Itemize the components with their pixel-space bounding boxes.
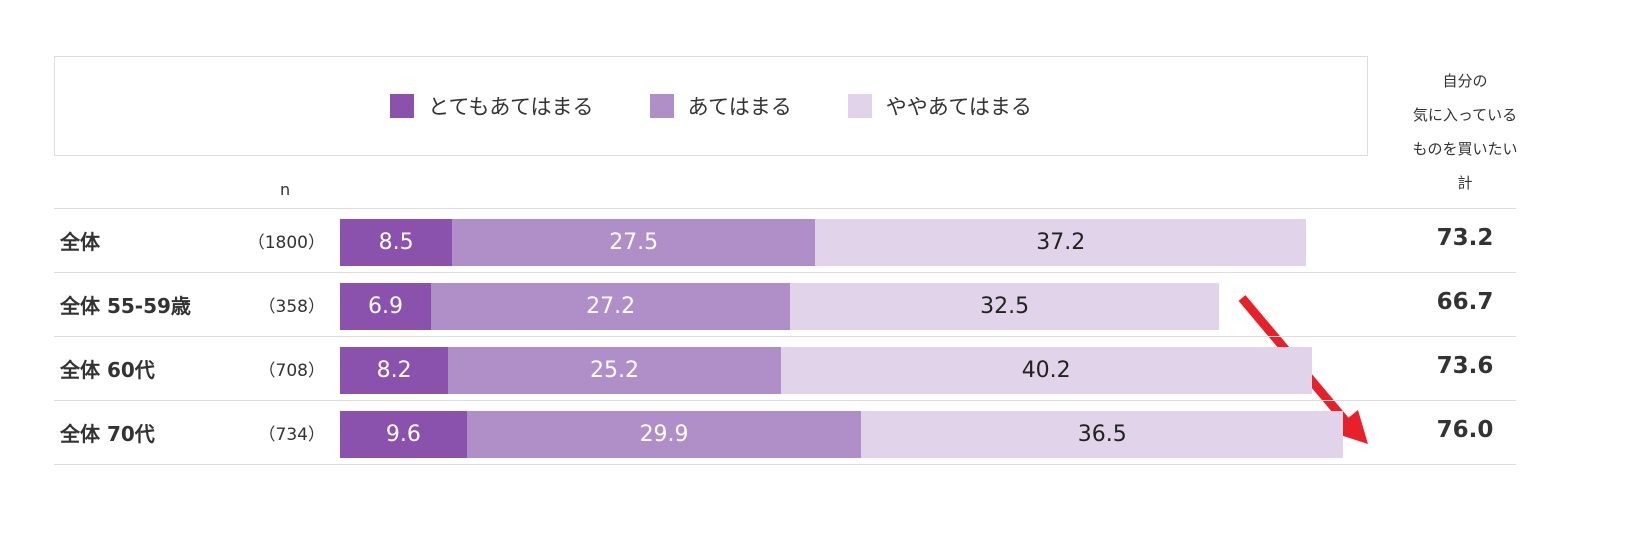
legend-label: とてもあてはまる [428, 95, 594, 119]
total-header-line: ものを買いたい [1412, 140, 1518, 158]
row-label: 全体 70代 [60, 422, 155, 446]
row-separator [54, 464, 1516, 465]
legend-item: あてはまる [649, 91, 792, 121]
total-header-line: 気に入っている [1412, 106, 1518, 124]
row-n-value: （734） [258, 425, 325, 445]
total-header: 自分の気に入っている ものを買いたい計 [1385, 64, 1545, 200]
legend-swatch [649, 94, 674, 118]
legend-swatch [390, 94, 415, 118]
bar-segment: 36.5 [861, 411, 1344, 458]
bar-segment: 8.5 [340, 219, 453, 266]
legend-label: ややあてはまる [885, 95, 1032, 119]
bar-segment: 27.2 [431, 283, 791, 330]
row-total: 73.2 [1436, 225, 1494, 251]
legend-item: ややあてはまる [847, 91, 1032, 121]
row-total: 76.0 [1436, 417, 1494, 443]
bar-segment: 32.5 [790, 283, 1220, 330]
total-header-line: 自分の [1442, 72, 1488, 90]
n-header: n [280, 180, 291, 199]
total-header-line: 計 [1457, 174, 1473, 192]
bar-segment: 27.5 [452, 219, 816, 266]
row-separator [54, 400, 1516, 401]
row-separator [54, 272, 1516, 273]
legend-label: あてはまる [687, 95, 792, 119]
legend: とてもあてはまる あてはまる ややあてはまる [54, 56, 1368, 156]
row-label: 全体 60代 [60, 358, 155, 382]
row-total: 73.6 [1436, 353, 1494, 379]
row-separator [54, 208, 1516, 209]
row-label: 全体 [60, 230, 100, 254]
bar-segment: 9.6 [340, 411, 467, 458]
bar-segment: 37.2 [815, 219, 1307, 266]
row-separator [54, 336, 1516, 337]
bar-segment: 25.2 [448, 347, 781, 394]
bar-segment: 6.9 [340, 283, 432, 330]
bar-segment: 8.2 [340, 347, 449, 394]
legend-swatch [847, 94, 872, 118]
row-n-value: （358） [258, 297, 325, 317]
row-total: 66.7 [1436, 289, 1494, 315]
bar-segment: 29.9 [466, 411, 862, 458]
row-n-value: （1800） [247, 233, 325, 253]
row-label: 全体 55-59歳 [60, 294, 191, 318]
legend-item: とてもあてはまる [390, 91, 594, 121]
row-n-value: （708） [258, 361, 325, 381]
bar-segment: 40.2 [780, 347, 1312, 394]
